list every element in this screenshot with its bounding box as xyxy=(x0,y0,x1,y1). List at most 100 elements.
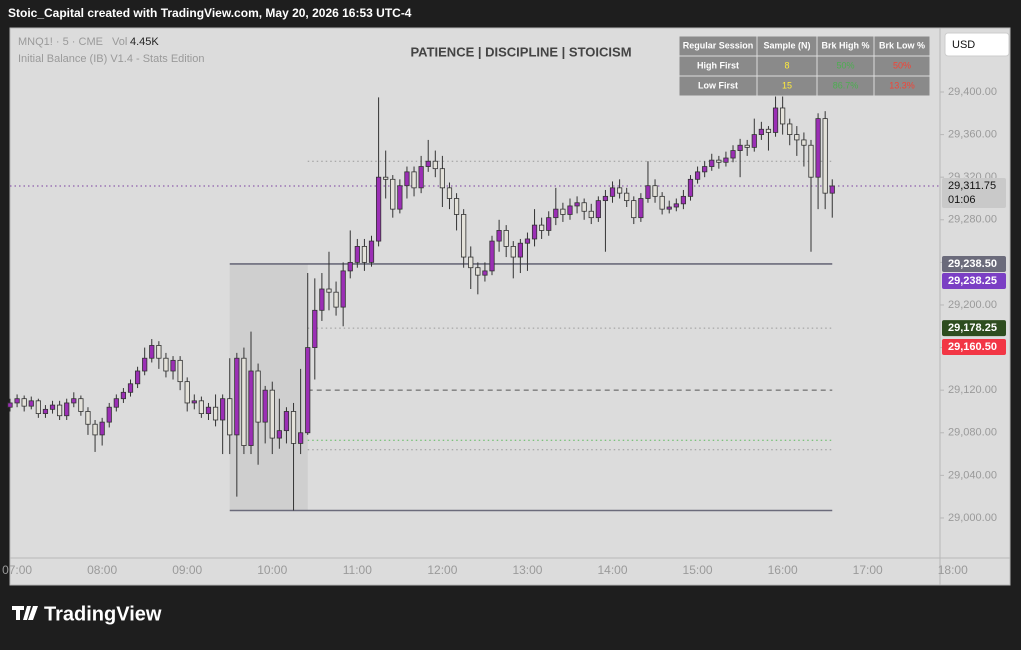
candle-body xyxy=(794,134,800,141)
candle-body xyxy=(290,411,297,444)
candle-body xyxy=(283,411,290,432)
candle-body xyxy=(319,288,325,311)
candle-body xyxy=(184,381,190,404)
candle-body xyxy=(482,270,488,276)
candle-body xyxy=(42,408,49,414)
candle-body xyxy=(588,210,594,219)
candle-body xyxy=(57,404,63,417)
table-value: Low First xyxy=(698,80,738,90)
table-header: Regular Session xyxy=(683,40,754,50)
table-value: 86.7% xyxy=(833,80,859,90)
candle-body xyxy=(248,370,254,446)
candle-body xyxy=(716,159,722,163)
candle-body xyxy=(780,107,786,125)
candle-body xyxy=(49,404,56,410)
candle-body xyxy=(170,359,176,372)
candle-body xyxy=(177,359,183,383)
volume: 4.45K xyxy=(130,36,159,48)
candle-body xyxy=(468,256,474,269)
candle-body xyxy=(113,398,119,408)
candle-body xyxy=(517,242,523,258)
x-tick-label: 15:00 xyxy=(683,563,713,577)
candle-body xyxy=(638,198,644,219)
candle-body xyxy=(28,400,34,407)
table-value: 50% xyxy=(836,60,854,70)
price-tag-label: 29,311.75 xyxy=(948,180,996,192)
candle-body xyxy=(425,160,431,167)
candle-body xyxy=(546,217,552,231)
candle-body xyxy=(354,246,360,263)
candle-body xyxy=(333,291,339,308)
candle-body xyxy=(822,118,828,194)
candle-body xyxy=(220,398,226,421)
table-value: 15 xyxy=(782,80,792,90)
candle-body xyxy=(829,185,835,194)
candle-body xyxy=(106,406,112,423)
y-tick-label: 29,120.00 xyxy=(948,384,997,396)
table-value: 8 xyxy=(784,60,789,70)
candle-body xyxy=(241,357,247,446)
candle-body xyxy=(475,267,481,276)
candle-body xyxy=(21,398,27,407)
candle-body xyxy=(78,398,84,412)
table-cell xyxy=(873,75,931,97)
candle-body xyxy=(539,224,545,231)
candle-body xyxy=(432,160,438,170)
candle-body xyxy=(191,400,197,404)
price-tag-label: 29,238.50 xyxy=(948,258,997,270)
y-tick-label: 29,200.00 xyxy=(948,299,997,311)
candle-body xyxy=(489,240,495,272)
table-header: Brk High % xyxy=(821,40,869,50)
candle-body xyxy=(212,406,219,421)
candle-body xyxy=(276,430,282,439)
candle-body xyxy=(92,423,98,436)
brand: TradingView xyxy=(44,603,162,625)
x-tick-label: 14:00 xyxy=(597,563,627,577)
candle-body xyxy=(312,309,318,348)
candle-body xyxy=(666,206,672,210)
candle-body xyxy=(723,157,729,163)
candle-body xyxy=(808,144,814,178)
price-tag-label: 29,178.25 xyxy=(948,322,997,334)
candle-body xyxy=(14,398,20,404)
candle-body xyxy=(198,400,204,414)
y-tick-label: 29,360.00 xyxy=(948,129,997,141)
candle-body xyxy=(255,370,261,423)
price-tag-label: 29,238.25 xyxy=(948,275,997,287)
candle-body xyxy=(227,398,233,436)
chart-title: PATIENCE | DISCIPLINE | STOICISM xyxy=(410,44,631,59)
x-tick-label: 16:00 xyxy=(768,563,798,577)
candle-body xyxy=(617,187,623,194)
x-tick-label: 13:00 xyxy=(512,563,542,577)
candle-body xyxy=(702,166,708,173)
candle-body xyxy=(375,176,382,242)
x-tick-label: 07:00 xyxy=(2,563,32,577)
candle-body xyxy=(163,357,169,372)
candle-body xyxy=(687,178,694,197)
header-text: Stoic_Capital created with TradingView.c… xyxy=(8,6,412,20)
candle-body xyxy=(765,128,772,133)
candle-body xyxy=(680,195,686,205)
candle-body xyxy=(205,406,212,414)
x-tick-label: 08:00 xyxy=(87,563,117,577)
candle-body xyxy=(305,347,311,434)
y-tick-label: 29,280.00 xyxy=(948,214,997,226)
candle-body xyxy=(744,144,750,148)
candle-body xyxy=(595,200,601,219)
currency[interactable]: USD xyxy=(952,39,975,51)
candle-body xyxy=(453,198,460,215)
candle-body xyxy=(496,230,502,242)
symbol: MNQ1! · 5 · CME xyxy=(18,36,103,48)
candle-body xyxy=(645,185,651,199)
candle-body xyxy=(71,398,77,404)
candle-body xyxy=(609,187,616,197)
logo-icon xyxy=(12,606,38,620)
candle-body xyxy=(815,118,821,178)
candle-body xyxy=(531,224,538,240)
candle-body xyxy=(411,171,417,189)
candle-body xyxy=(659,195,665,210)
currency-button[interactable] xyxy=(944,32,1010,57)
candle-body xyxy=(503,230,509,247)
table-header: Brk Low % xyxy=(879,40,925,50)
